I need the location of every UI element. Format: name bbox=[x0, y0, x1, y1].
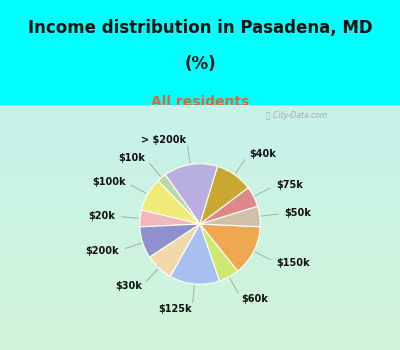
Text: $60k: $60k bbox=[241, 294, 268, 304]
Wedge shape bbox=[170, 224, 220, 284]
Wedge shape bbox=[200, 206, 260, 227]
Text: $100k: $100k bbox=[92, 177, 126, 187]
Text: $20k: $20k bbox=[88, 211, 115, 221]
Text: $125k: $125k bbox=[158, 304, 192, 314]
Text: > $200k: > $200k bbox=[141, 135, 186, 145]
Wedge shape bbox=[200, 224, 238, 281]
Text: $150k: $150k bbox=[276, 258, 310, 268]
Wedge shape bbox=[140, 224, 200, 257]
Wedge shape bbox=[141, 181, 200, 224]
Wedge shape bbox=[150, 224, 200, 276]
Text: $75k: $75k bbox=[276, 180, 303, 190]
Wedge shape bbox=[158, 175, 200, 224]
Text: $30k: $30k bbox=[115, 281, 142, 291]
Wedge shape bbox=[165, 164, 218, 224]
Text: All residents: All residents bbox=[151, 94, 249, 108]
Wedge shape bbox=[200, 188, 258, 224]
Text: $40k: $40k bbox=[249, 149, 276, 159]
Text: $10k: $10k bbox=[118, 153, 146, 163]
Text: Ⓢ City-Data.com: Ⓢ City-Data.com bbox=[266, 111, 327, 120]
Wedge shape bbox=[200, 166, 248, 224]
Wedge shape bbox=[140, 210, 200, 227]
Text: $50k: $50k bbox=[285, 208, 312, 218]
Text: $200k: $200k bbox=[85, 245, 119, 256]
Text: (%): (%) bbox=[184, 55, 216, 72]
Wedge shape bbox=[200, 224, 260, 271]
Text: Income distribution in Pasadena, MD: Income distribution in Pasadena, MD bbox=[28, 19, 372, 37]
